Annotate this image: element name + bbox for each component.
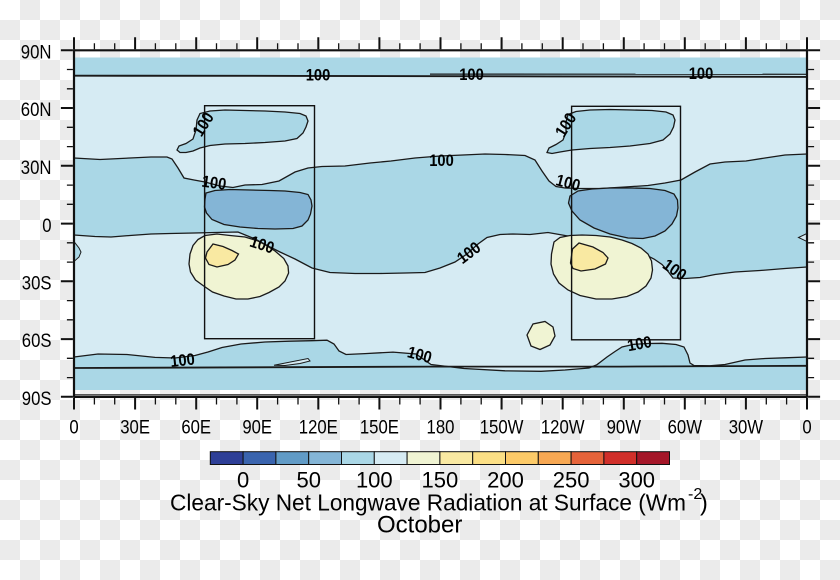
svg-text:60E: 60E (181, 418, 211, 439)
svg-text:60N: 60N (21, 100, 52, 121)
svg-text:100: 100 (356, 468, 393, 493)
svg-text:120E: 120E (299, 418, 338, 439)
svg-text:150: 150 (422, 468, 459, 493)
svg-text:250: 250 (553, 468, 590, 493)
svg-text:): ) (700, 489, 708, 515)
svg-text:0: 0 (237, 468, 249, 493)
svg-text:100: 100 (554, 171, 582, 195)
svg-text:90W: 90W (607, 418, 641, 439)
svg-text:60S: 60S (22, 331, 52, 352)
svg-text:90N: 90N (21, 43, 52, 64)
svg-text:30E: 30E (120, 418, 150, 439)
svg-text:-2: -2 (688, 486, 702, 503)
svg-text:100: 100 (306, 67, 331, 85)
svg-text:180: 180 (427, 418, 455, 439)
svg-text:90E: 90E (242, 418, 272, 439)
svg-text:30N: 30N (21, 158, 52, 179)
svg-text:200: 200 (487, 468, 524, 493)
svg-text:October: October (377, 512, 462, 539)
svg-text:100: 100 (201, 173, 228, 194)
svg-text:100: 100 (429, 152, 454, 170)
svg-text:150W: 150W (480, 418, 524, 439)
svg-text:100: 100 (626, 333, 653, 355)
svg-text:0: 0 (69, 418, 78, 439)
svg-text:Clear-Sky Net Longwave Radiati: Clear-Sky Net Longwave Radiation at Surf… (170, 489, 686, 515)
svg-text:150E: 150E (360, 418, 399, 439)
svg-text:30S: 30S (22, 274, 52, 295)
svg-text:100: 100 (689, 65, 714, 83)
svg-text:90S: 90S (22, 389, 52, 410)
svg-text:0: 0 (802, 418, 811, 439)
svg-text:30W: 30W (729, 418, 763, 439)
svg-text:0: 0 (42, 216, 51, 237)
svg-text:60W: 60W (668, 418, 702, 439)
svg-text:50: 50 (296, 468, 320, 493)
svg-text:120W: 120W (541, 418, 585, 439)
svg-text:100: 100 (169, 350, 195, 370)
svg-text:100: 100 (405, 343, 433, 367)
svg-text:300: 300 (618, 468, 655, 493)
svg-text:100: 100 (459, 66, 484, 84)
